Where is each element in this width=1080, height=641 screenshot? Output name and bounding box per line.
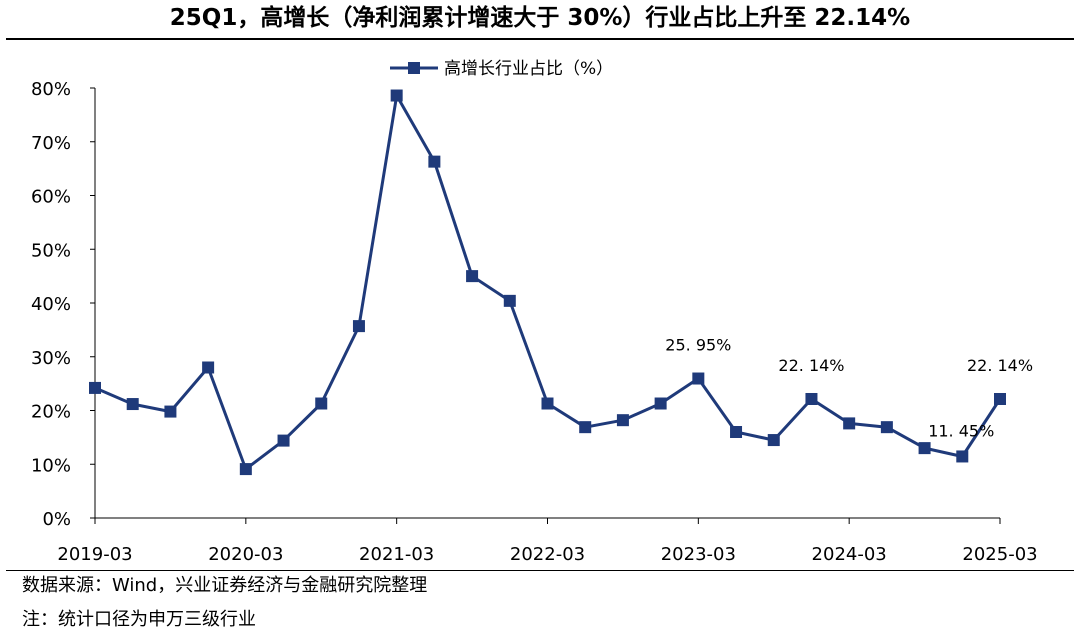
legend-label: 高增长行业占比（%） xyxy=(444,59,613,79)
x-tick-label: 2022-03 xyxy=(510,544,585,565)
data-point xyxy=(994,392,1006,405)
legend: 高增长行业占比（%） xyxy=(390,59,613,79)
data-point xyxy=(843,417,856,430)
data-point xyxy=(730,426,743,438)
title-divider xyxy=(6,38,1074,40)
y-tick-label: 0% xyxy=(42,509,71,530)
chart-title: 25Q1，高增长（净利润累计增速大于 30%）行业占比上升至 22.14% xyxy=(169,5,911,31)
y-tick-label: 60% xyxy=(31,187,71,208)
x-tick-label: 2024-03 xyxy=(812,544,887,565)
data-point xyxy=(277,434,290,447)
data-point xyxy=(503,294,516,307)
data-point xyxy=(202,361,215,374)
data-point xyxy=(428,155,441,168)
data-point xyxy=(918,442,931,455)
data-point xyxy=(654,397,667,410)
y-tick-label: 80% xyxy=(31,79,71,100)
series-line xyxy=(94,94,1002,471)
x-tick-label: 2021-03 xyxy=(359,544,434,565)
data-point xyxy=(126,398,139,411)
y-tick-label: 40% xyxy=(31,294,71,315)
line-chart: 0% 10% 20% 30% 40% 50% 60% 70% 80% 2019-03 2020-03… xyxy=(31,59,1038,565)
data-point xyxy=(89,381,101,394)
data-label: 22. 14% xyxy=(967,356,1033,375)
y-tick-label: 50% xyxy=(31,240,71,261)
data-point xyxy=(352,320,365,333)
y-tick-label: 70% xyxy=(31,133,71,154)
data-point xyxy=(315,397,328,410)
data-point xyxy=(164,405,177,418)
x-tick-label: 2019-03 xyxy=(57,544,132,565)
x-tick-label: 2025-03 xyxy=(962,544,1037,565)
data-point xyxy=(541,397,554,410)
data-point xyxy=(880,421,893,434)
x-tick-label: 2020-03 xyxy=(208,544,283,565)
data-point xyxy=(239,463,252,476)
y-tick-label: 10% xyxy=(31,455,71,476)
data-label: 11. 45% xyxy=(928,421,994,440)
data-label: 25. 95% xyxy=(665,336,731,355)
y-tick-label: 30% xyxy=(31,348,71,369)
data-point xyxy=(616,414,629,427)
data-label: 22. 14% xyxy=(778,356,844,375)
data-point xyxy=(390,89,403,102)
data-point xyxy=(805,392,818,405)
data-point xyxy=(579,421,592,434)
data-point xyxy=(466,270,479,283)
data-point xyxy=(956,450,969,463)
y-tick-label: 20% xyxy=(31,402,71,423)
footnote: 注：统计口径为申万三级行业 xyxy=(22,609,256,630)
x-tick-label: 2023-03 xyxy=(661,544,736,565)
data-point xyxy=(767,434,780,447)
source-note: 数据来源：Wind，兴业证券经济与金融研究院整理 xyxy=(22,575,428,596)
footer-divider xyxy=(6,570,1074,571)
data-point xyxy=(692,372,705,385)
legend-marker xyxy=(408,62,420,74)
